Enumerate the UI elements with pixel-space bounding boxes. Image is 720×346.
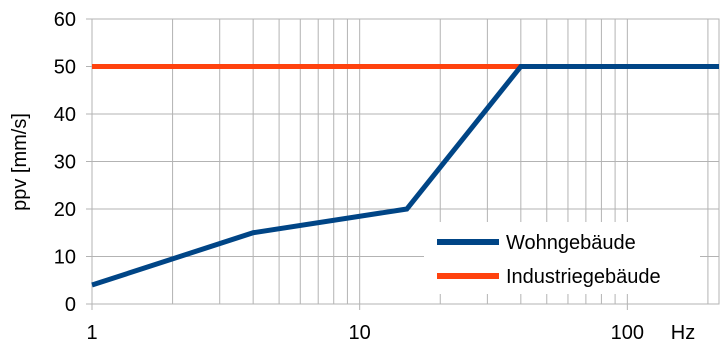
y-tick-label: 60 — [54, 9, 76, 31]
y-tick-label: 10 — [54, 247, 76, 269]
y-tick-label: 20 — [54, 199, 76, 221]
x-tick-label: 100 — [611, 322, 644, 344]
x-axis-label: Hz — [671, 322, 695, 344]
series-line-wohngebaeude — [91, 64, 719, 288]
y-tick-label: 50 — [54, 57, 76, 79]
legend: Wohngebäude Industriegebäude — [424, 222, 700, 294]
y-axis-label: ppv [mm/s] — [9, 113, 31, 211]
x-tick-label: 10 — [349, 322, 371, 344]
legend-label-wohngebaeude: Wohngebäude — [506, 232, 636, 254]
series-layer — [91, 64, 719, 288]
legend-background — [424, 222, 700, 294]
x-tick-label: 1 — [86, 322, 97, 344]
y-tick-labels: 0 10 20 30 40 50 60 — [54, 9, 76, 316]
y-tick-label: 30 — [54, 152, 76, 174]
y-tick-label: 0 — [65, 294, 76, 316]
y-tick-label: 40 — [54, 104, 76, 126]
plot-frame — [91, 18, 720, 310]
legend-label-industriegebaeude: Industriegebäude — [506, 266, 661, 288]
plot-border — [91, 18, 720, 305]
x-tick-labels: 1 10 100 — [86, 322, 644, 344]
